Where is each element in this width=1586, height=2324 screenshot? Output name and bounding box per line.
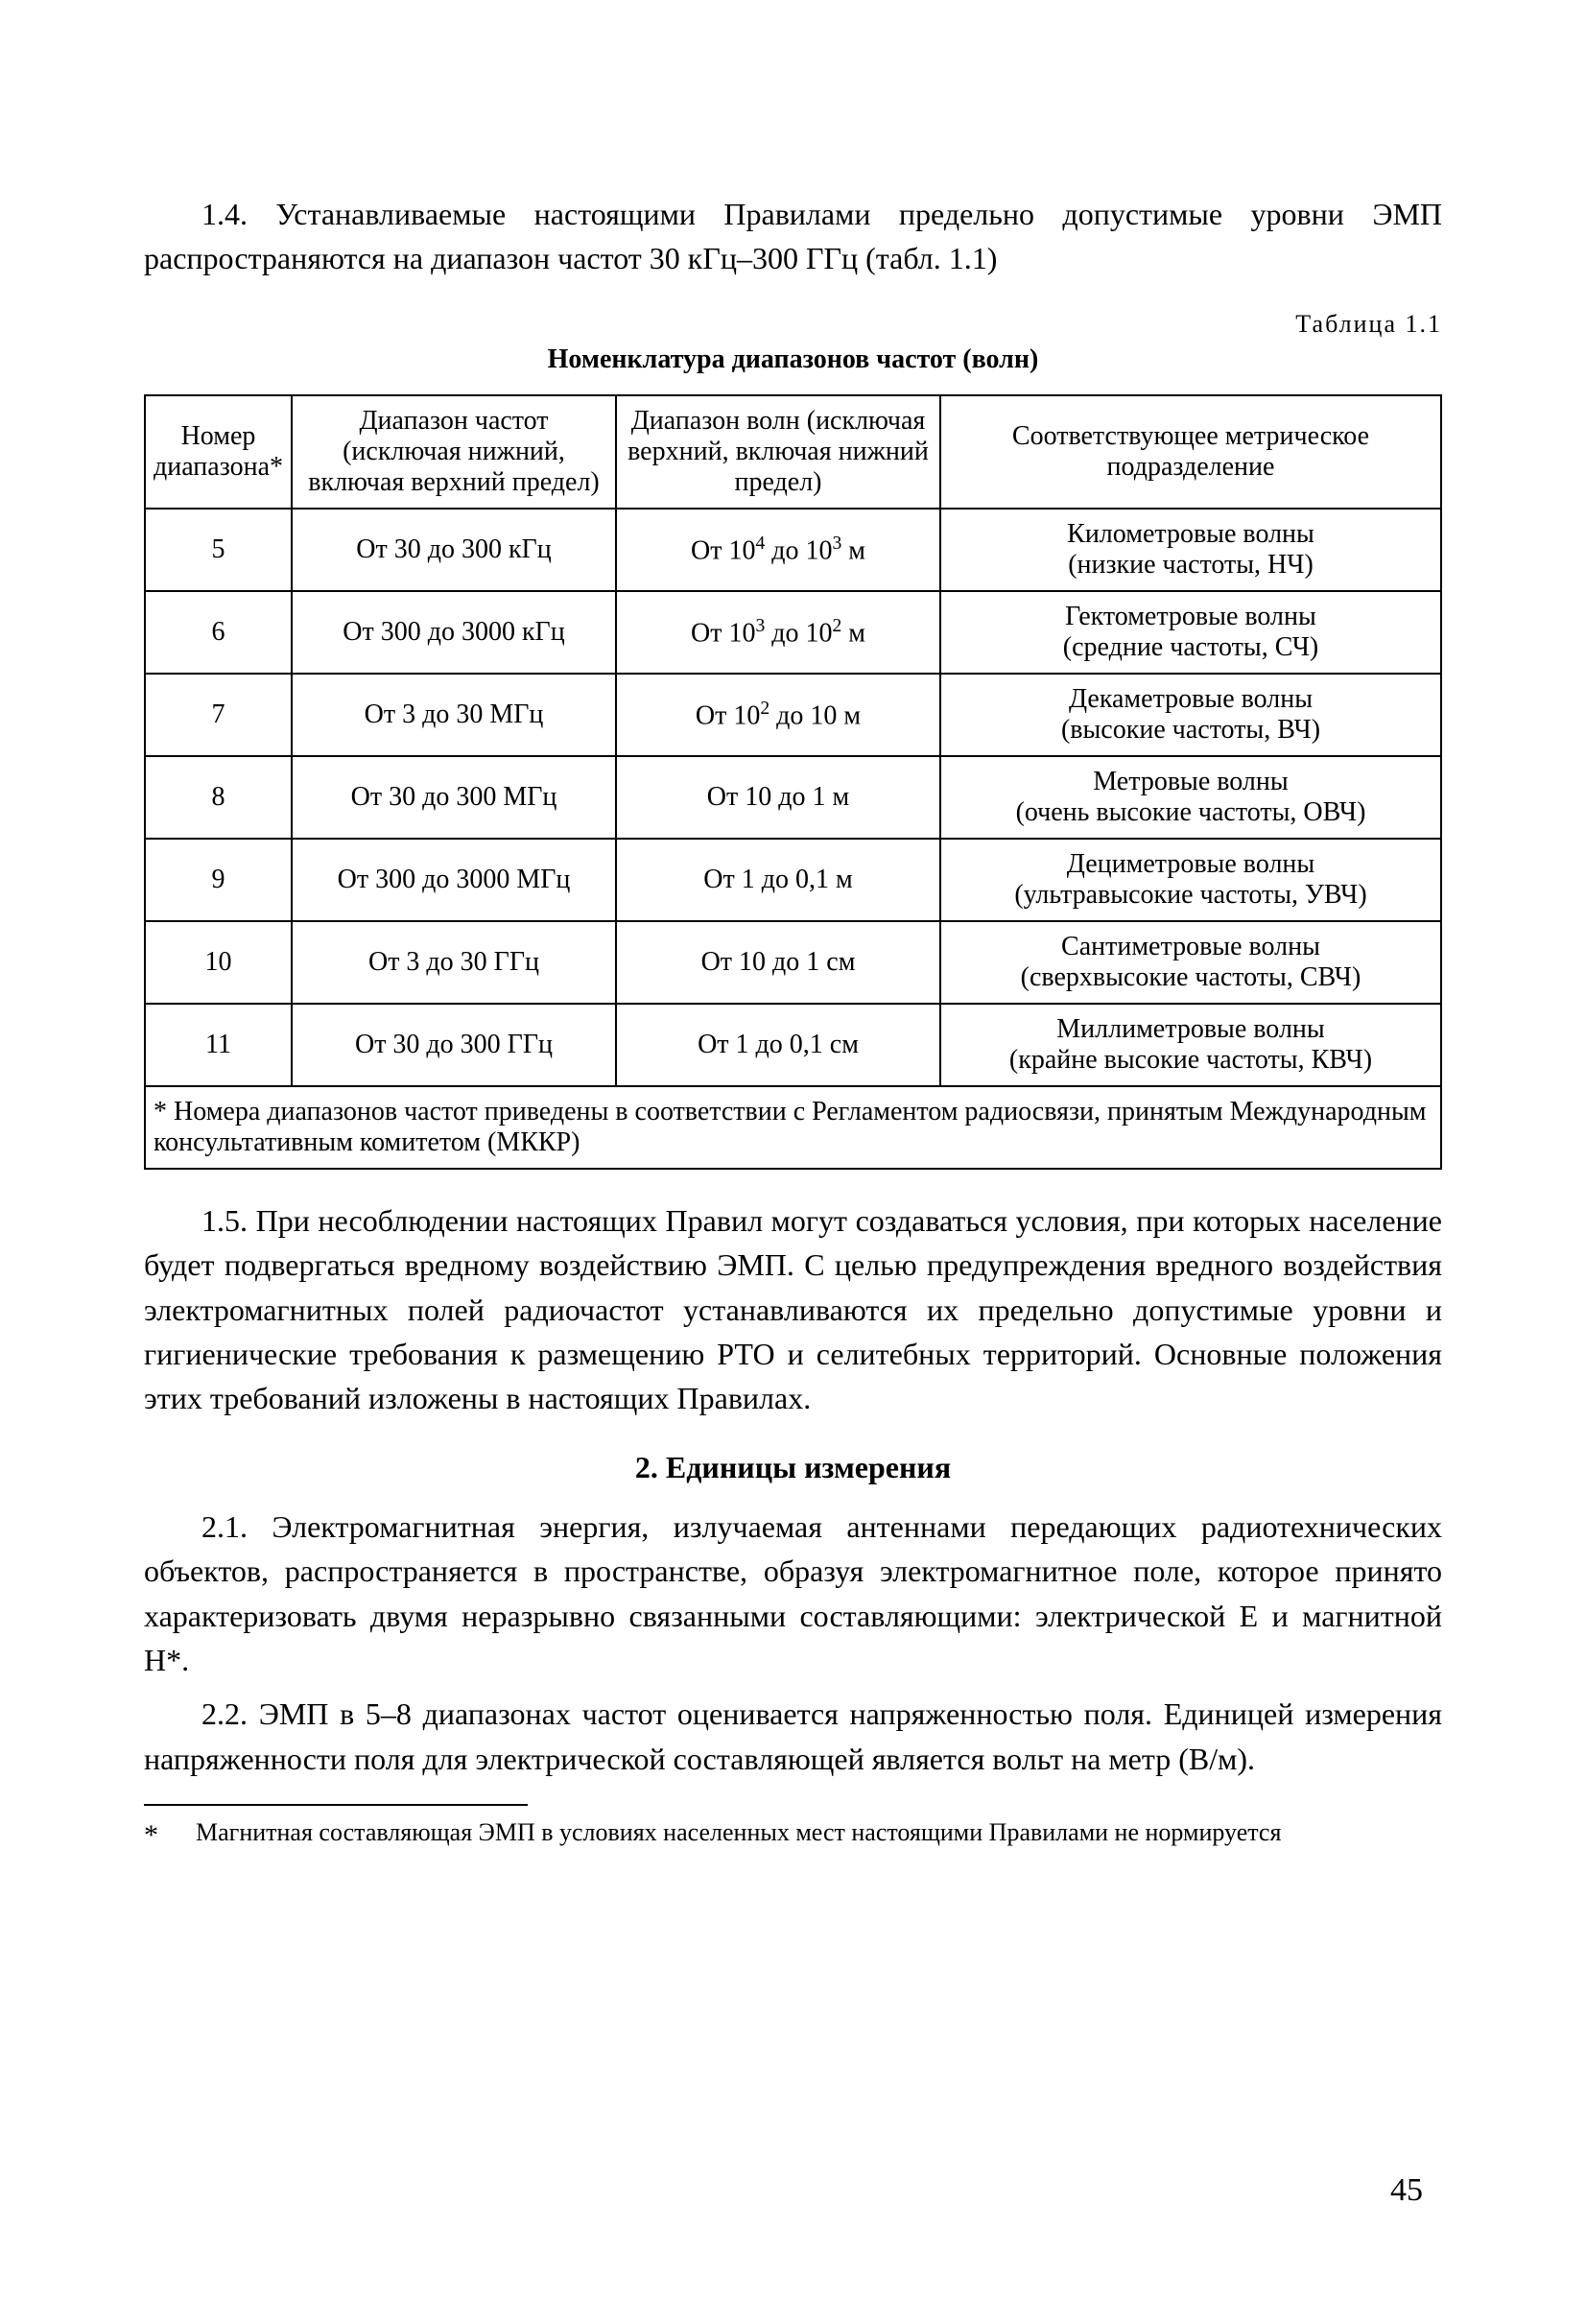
cell-freq: От 300 до 3000 кГц [292,591,616,674]
table-label: Таблица 1.1 [144,310,1442,339]
cell-freq: От 3 до 30 ГГц [292,921,616,1004]
table-row: 6От 300 до 3000 кГцОт 103 до 102 мГектом… [145,591,1441,674]
cell-wave: От 1 до 0,1 см [616,1004,940,1086]
table-header-row: Номер диапазона* Диапазон частот (исключ… [145,395,1441,509]
cell-wave: От 102 до 10 м [616,674,940,756]
paragraph-text: 1.4. Устанавливаемые настоящими Правилам… [144,197,1442,275]
cell-wave: От 10 до 1 м [616,756,940,839]
table-row: 10От 3 до 30 ГГцОт 10 до 1 смСантиметров… [145,921,1441,1004]
cell-num: 10 [145,921,292,1004]
cell-metric: Сантиметровые волны(сверхвысокие частоты… [940,921,1441,1004]
cell-wave: От 104 до 103 м [616,509,940,591]
paragraph-text: 2.2. ЭМП в 5–8 диапазонах частот оценива… [144,1696,1442,1775]
table-row: 11От 30 до 300 ГГцОт 1 до 0,1 смМиллимет… [145,1004,1441,1086]
cell-wave: От 1 до 0,1 м [616,839,940,921]
cell-metric: Метровые волны(очень высокие частоты, ОВ… [940,756,1441,839]
cell-freq: От 30 до 300 МГц [292,756,616,839]
cell-metric: Дециметровые волны(ультравысокие частоты… [940,839,1441,921]
paragraph-1-4: 1.4. Устанавливаемые настоящими Правилам… [144,192,1442,281]
cell-metric: Миллиметровые волны(крайне высокие часто… [940,1004,1441,1086]
cell-freq: От 3 до 30 МГц [292,674,616,756]
cell-num: 9 [145,839,292,921]
cell-freq: От 30 до 300 ГГц [292,1004,616,1086]
footnote-separator [144,1804,528,1806]
section-2-title: 2. Единицы измерения [144,1450,1442,1485]
cell-freq: От 30 до 300 кГц [292,509,616,591]
table-row: 8От 30 до 300 МГцОт 10 до 1 мМетровые во… [145,756,1441,839]
header-wave: Диапазон волн (исключая верхний, включая… [616,395,940,509]
cell-metric: Декаметровые волны(высокие частоты, ВЧ) [940,674,1441,756]
document-page: 1.4. Устанавливаемые настоящими Правилам… [0,0,1586,2324]
cell-metric: Гектометровые волны(средние частоты, СЧ) [940,591,1441,674]
cell-num: 5 [145,509,292,591]
cell-freq: От 300 до 3000 МГц [292,839,616,921]
page-number: 45 [1390,2172,1423,2209]
paragraph-text: 1.5. При несоблюдении настоящих Правил м… [144,1203,1442,1416]
table-row: 5От 30 до 300 кГцОт 104 до 103 мКилометр… [145,509,1441,591]
table-footnote: * Номера диапазонов частот приведены в с… [145,1086,1441,1169]
header-freq: Диапазон частот (исключая нижний, включа… [292,395,616,509]
table-title: Номенклатура диапазонов частот (волн) [144,344,1442,375]
cell-num: 8 [145,756,292,839]
cell-wave: От 103 до 102 м [616,591,940,674]
cell-num: 11 [145,1004,292,1086]
footnote-text: Магнитная составляющая ЭМП в условиях на… [196,1815,1281,1856]
table-row: 9От 300 до 3000 МГцОт 1 до 0,1 мДециметр… [145,839,1441,921]
cell-num: 7 [145,674,292,756]
footnote-mark: * [144,1815,167,1856]
bottom-footnote: * Магнитная составляющая ЭМП в условиях … [144,1815,1442,1856]
cell-metric: Километровые волны(низкие частоты, НЧ) [940,509,1441,591]
paragraph-2-1: 2.1. Электромагнитная энергия, излучаема… [144,1505,1442,1683]
table-row: 7От 3 до 30 МГцОт 102 до 10 мДекаметровы… [145,674,1441,756]
cell-wave: От 10 до 1 см [616,921,940,1004]
header-metric: Соответствующее метрическое подразделени… [940,395,1441,509]
frequency-table: Номер диапазона* Диапазон частот (исключ… [144,394,1442,1170]
paragraph-1-5: 1.5. При несоблюдении настоящих Правил м… [144,1198,1442,1421]
table-footnote-row: * Номера диапазонов частот приведены в с… [145,1086,1441,1169]
paragraph-text: 2.1. Электромагнитная энергия, излучаема… [144,1509,1442,1677]
table-body: 5От 30 до 300 кГцОт 104 до 103 мКилометр… [145,509,1441,1086]
cell-num: 6 [145,591,292,674]
header-num: Номер диапазона* [145,395,292,509]
paragraph-2-2: 2.2. ЭМП в 5–8 диапазонах частот оценива… [144,1692,1442,1781]
